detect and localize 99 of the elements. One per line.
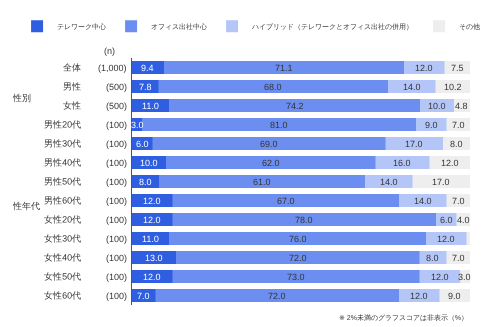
data-label: 8.0	[450, 139, 463, 149]
text: (n)	[104, 46, 115, 56]
data-label: 12.0	[415, 63, 433, 73]
data-label: 74.2	[286, 101, 304, 111]
text: (100)	[106, 177, 128, 187]
text: (100)	[106, 158, 128, 168]
data-label: 72.0	[289, 253, 307, 263]
data-label: 12.0	[441, 158, 459, 168]
y-tick-label: 男性30代	[44, 138, 82, 149]
data-label: 7.8	[139, 82, 152, 92]
data-label: 76.0	[289, 234, 307, 244]
bar	[169, 98, 420, 112]
data-label: 7.5	[451, 63, 464, 73]
data-label: 10.2	[444, 82, 462, 92]
y-tick-label: 女性20代	[44, 214, 82, 225]
bar	[156, 288, 400, 302]
data-label: 67.0	[277, 196, 295, 206]
text: (500)	[106, 82, 128, 92]
data-label: 69.0	[260, 139, 278, 149]
data-label: 14.0	[414, 196, 432, 206]
data-label: 72.0	[268, 291, 286, 301]
data-label: 8.0	[139, 177, 152, 187]
data-label: 68.0	[264, 82, 282, 92]
data-label: 12.0	[437, 234, 455, 244]
text: (100)	[106, 234, 128, 244]
bar	[388, 80, 436, 94]
y-tick-label: 男性20代	[44, 120, 82, 130]
bar	[176, 250, 420, 264]
data-label: 14.0	[403, 82, 421, 92]
data-label: 3.0	[458, 272, 471, 282]
data-label: 17.0	[405, 139, 423, 149]
bar	[172, 194, 400, 208]
data-label: 71.1	[275, 63, 293, 73]
bar	[375, 156, 430, 170]
data-label: 6.0	[136, 139, 149, 149]
bar	[164, 60, 404, 74]
y-tick-label: 男性40代	[44, 158, 82, 168]
data-label: 11.0	[142, 234, 159, 244]
data-label: 16.0	[393, 158, 411, 168]
bar	[158, 80, 388, 94]
y-tick-label: 男性50代	[44, 176, 82, 187]
data-label: 10.0	[428, 101, 446, 111]
y-tick-label: 女性60代	[44, 290, 82, 301]
data-label: 4.0	[457, 215, 470, 225]
data-label: 7.0	[452, 253, 465, 263]
bar	[166, 156, 376, 170]
data-label: 10.0	[140, 158, 158, 168]
data-label: 11.0	[142, 101, 159, 111]
y-tick-label: 全体	[63, 62, 82, 73]
text: 性年代	[12, 201, 40, 211]
data-label: 8.0	[426, 253, 439, 263]
data-label: 12.0	[143, 215, 161, 225]
data-label: 12.0	[410, 291, 428, 301]
text: (100)	[106, 253, 128, 263]
bar	[399, 194, 446, 208]
text: (500)	[106, 101, 128, 111]
y-tick-label: 女性30代	[44, 234, 82, 244]
data-label: 17.0	[432, 177, 450, 187]
text: (100)	[106, 139, 128, 149]
bar	[466, 232, 470, 246]
data-label: 81.0	[270, 120, 288, 130]
data-label: 7.0	[137, 291, 150, 301]
y-tick-label: 男性	[63, 82, 82, 92]
data-label: 9.0	[425, 120, 438, 130]
bar	[169, 232, 426, 246]
text: (100)	[106, 120, 128, 130]
data-label: 7.0	[452, 196, 465, 206]
data-label: 4.8	[455, 101, 468, 111]
data-label: 62.0	[262, 158, 280, 168]
bar	[386, 136, 443, 150]
data-label: 12.0	[431, 272, 449, 282]
y-tick-label: 男性60代	[44, 196, 82, 206]
text: (100)	[106, 196, 128, 206]
bar	[142, 118, 416, 132]
bar	[172, 212, 436, 226]
data-label: 12.0	[143, 196, 161, 206]
y-tick-label: 女性	[63, 100, 82, 111]
data-label: 6.0	[440, 215, 453, 225]
data-label: 14.0	[380, 177, 398, 187]
text: (100)	[106, 291, 128, 301]
text: (1,000)	[98, 63, 127, 73]
bar	[159, 174, 366, 188]
data-label: 12.0	[143, 272, 161, 282]
bar	[152, 136, 386, 150]
data-label: 61.0	[253, 177, 271, 187]
data-label: 78.0	[295, 215, 313, 225]
text: (100)	[106, 215, 128, 225]
bar	[412, 174, 470, 188]
bar	[172, 270, 420, 284]
data-label: 13.0	[145, 253, 163, 263]
text: (100)	[106, 272, 128, 282]
data-label: 9.0	[448, 291, 461, 301]
y-tick-label: 女性40代	[44, 252, 82, 263]
text: 性別	[12, 93, 31, 103]
data-label: 73.0	[287, 272, 305, 282]
y-tick-label: 女性50代	[44, 272, 82, 282]
data-label: 9.4	[141, 63, 154, 73]
bar	[365, 174, 413, 188]
data-label: 7.0	[452, 120, 465, 130]
